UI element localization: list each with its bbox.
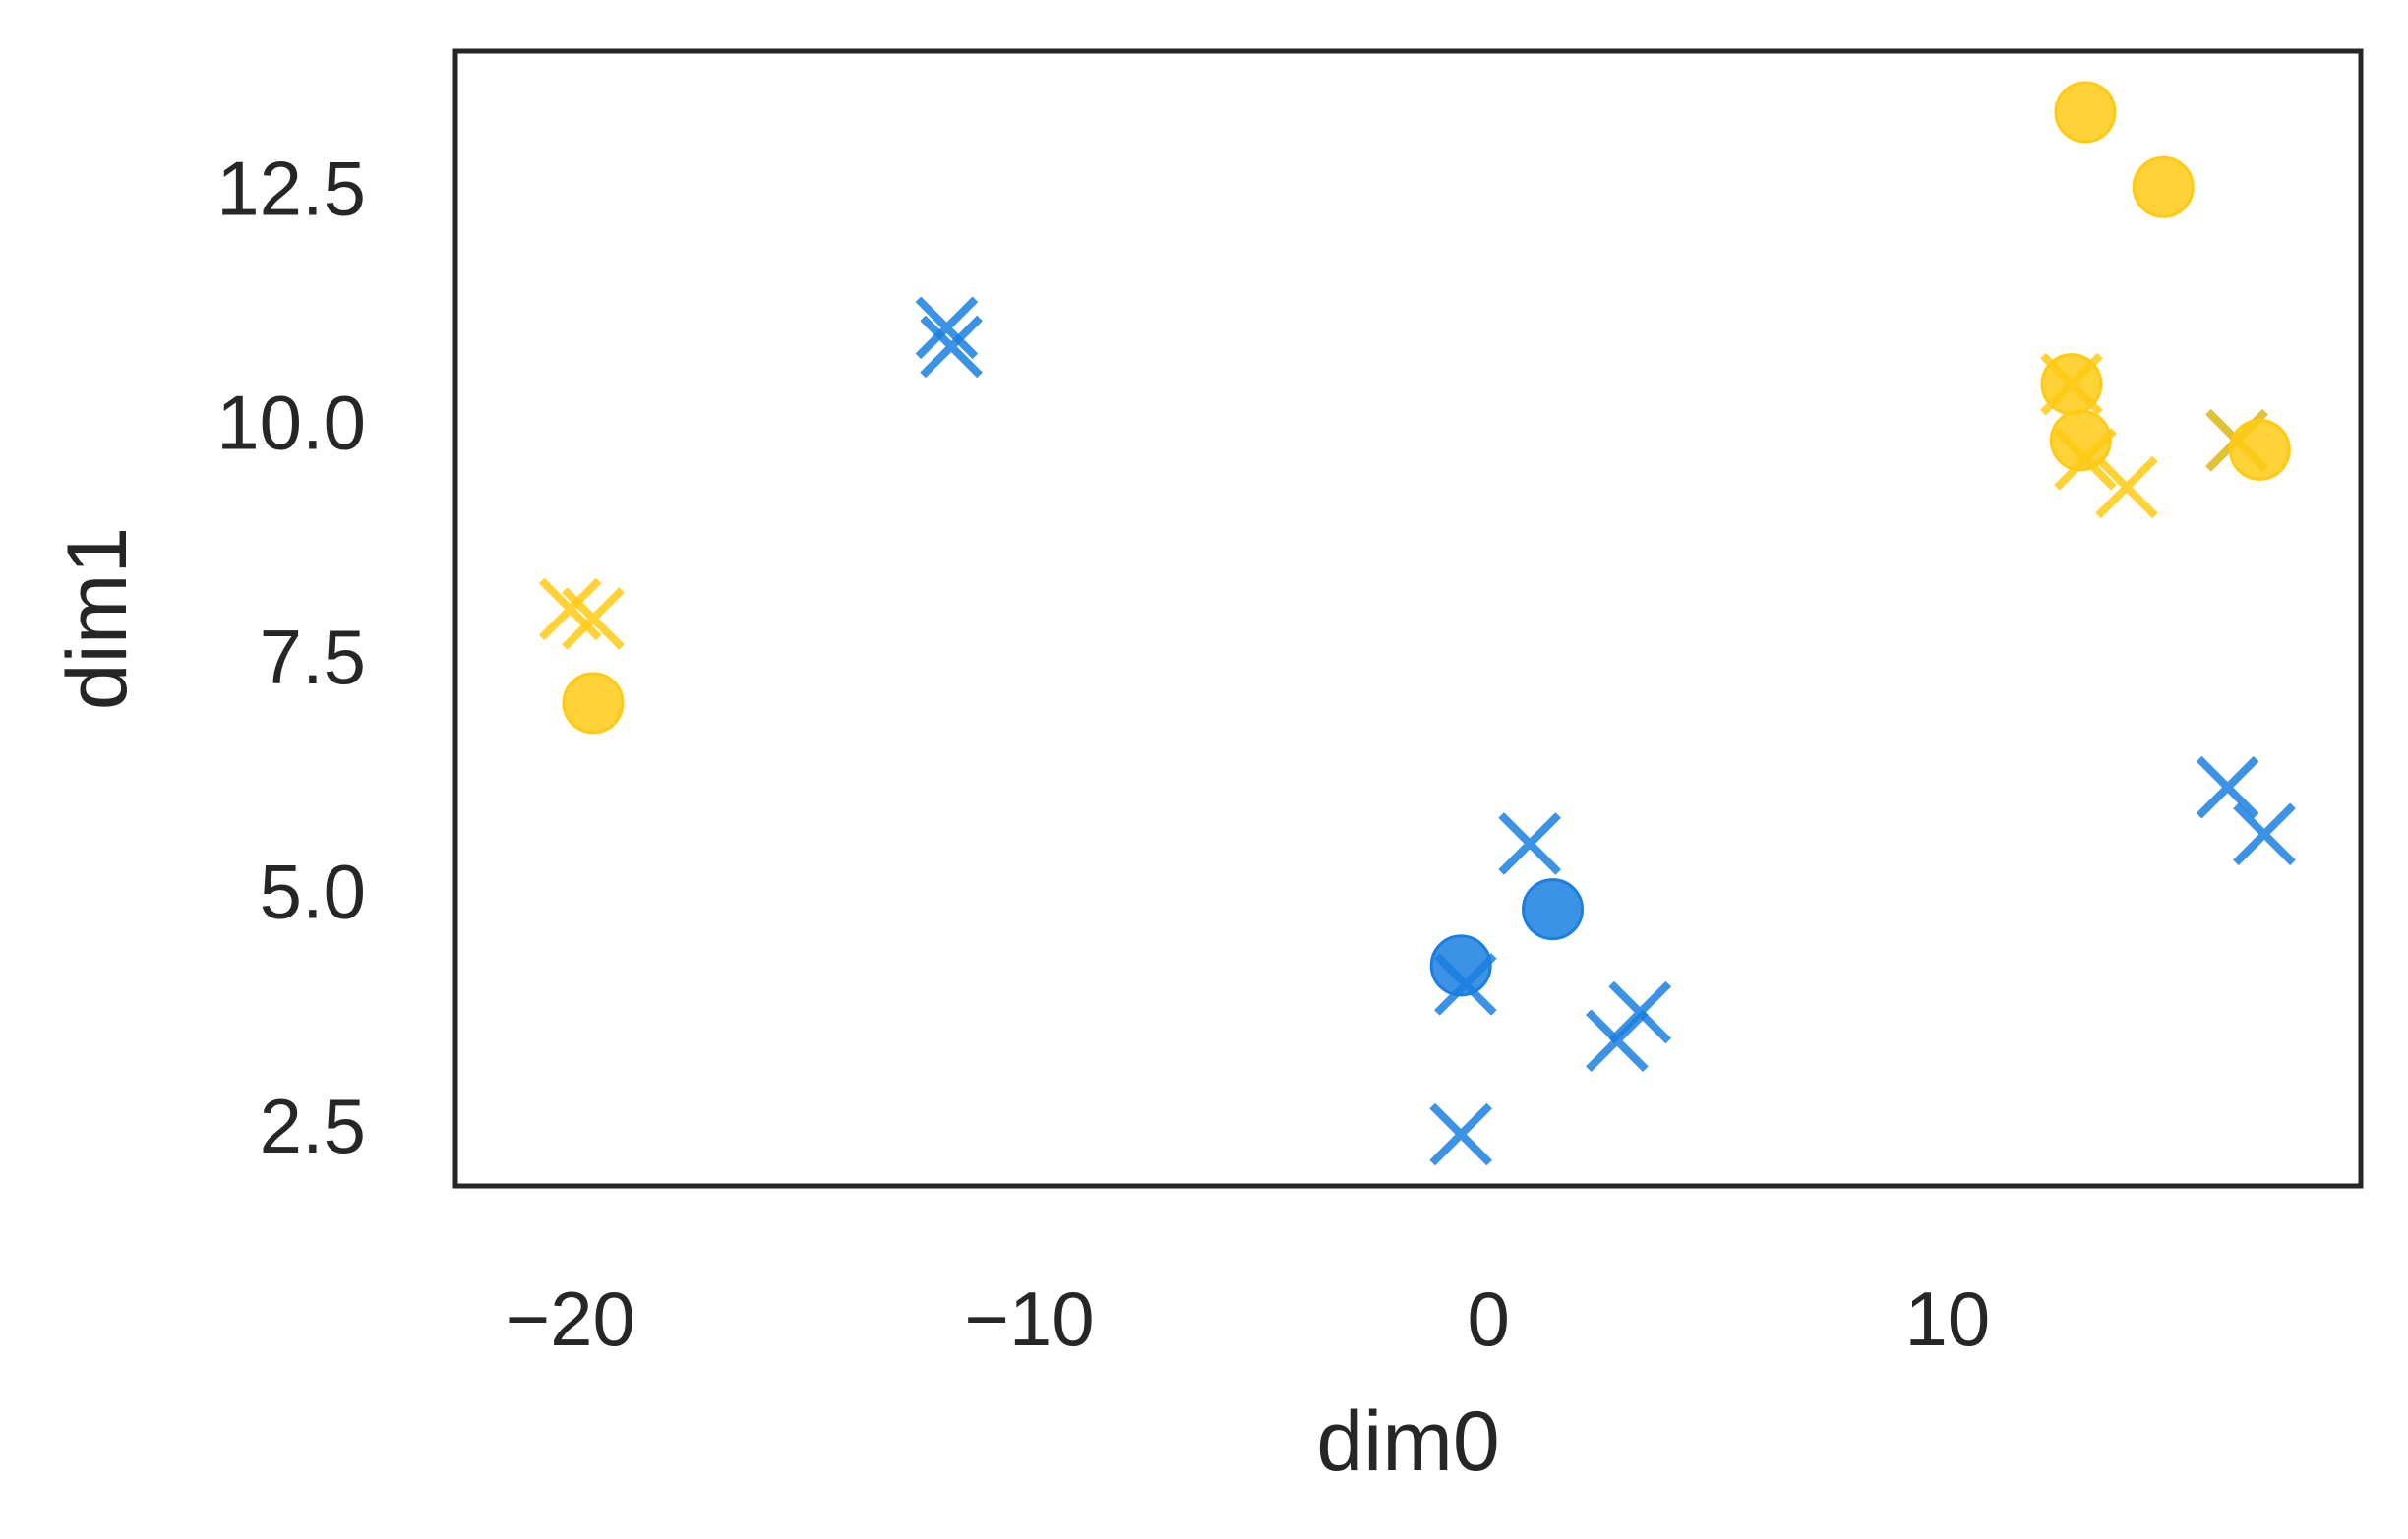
x-tick-label: 0 [1467, 1275, 1509, 1362]
plot-frame [452, 48, 2364, 1189]
x-tick-label: −10 [964, 1275, 1094, 1362]
blue-x-point [1429, 1102, 1493, 1166]
blue-x-point [920, 315, 983, 379]
y-tick-label: 10.0 [216, 380, 366, 466]
blue-circle-point [1429, 934, 1492, 997]
yellow-circle-point [2040, 353, 2103, 416]
y-tick-labels: 2.5 5.0 7.5 10.0 12.5 [216, 145, 366, 1169]
x-tick-labels: −20 −10 0 10 [506, 1275, 1991, 1362]
yellow-x-point [538, 577, 602, 641]
x-tick-label: −20 [506, 1275, 635, 1362]
blue-x-point [2196, 755, 2259, 819]
yellow-circle-point [2049, 409, 2112, 472]
blue-x-point [2233, 802, 2296, 866]
yellow-circle-point [562, 672, 625, 735]
blue-x-point [1608, 980, 1672, 1044]
blue-x-point [915, 296, 979, 360]
data-points [538, 81, 2296, 1166]
blue-circle-point [1522, 878, 1585, 941]
yellow-circle-point [2054, 81, 2117, 144]
blue-x-point [1498, 812, 1562, 875]
yellow-x-point [2095, 455, 2158, 519]
yellow-circle-point [2132, 155, 2195, 218]
x-axis-label: dim0 [1316, 1394, 1499, 1489]
y-tick-label: 7.5 [260, 614, 366, 700]
yellow-circle-point [2228, 418, 2291, 481]
y-tick-label: 5.0 [260, 849, 366, 935]
y-tick-label: 12.5 [216, 145, 366, 231]
x-tick-label: 10 [1905, 1275, 1991, 1362]
y-tick-label: 2.5 [260, 1083, 366, 1169]
yellow-x-point [562, 587, 625, 650]
y-axis-label: dim1 [50, 527, 145, 710]
